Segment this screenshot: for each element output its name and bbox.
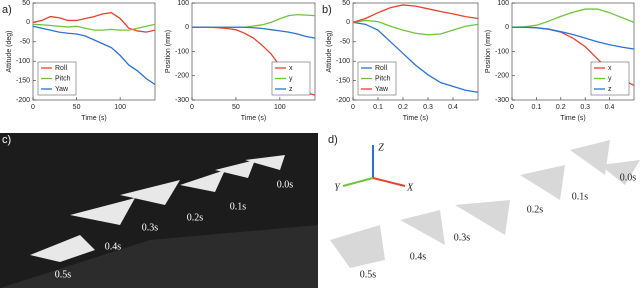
series-line [192,26,316,39]
series-line [511,8,635,28]
legend-label: y [608,75,612,82]
time-label: 0.1s [230,201,247,212]
x-tick-label: 100 [274,104,286,111]
legend-label: Yaw [55,86,69,93]
y-tick-label: -150 [336,77,350,84]
y-axis-label: Position (mm) [165,30,172,73]
y-axis-label: Position (mm) [485,30,492,73]
panel-label: b) [322,4,332,16]
x-axis-label: Time (s) [81,115,106,122]
y-tick-label: -100 [16,58,30,65]
y-tick-label: 0 [185,24,189,31]
legend-label: Roll [375,65,388,72]
x-tick-label: 0.4 [605,104,615,111]
y-tick-label: -50 [340,39,350,46]
series-line [32,12,156,33]
y-tick-label: 50 [342,0,350,7]
y-tick-label: -100 [175,48,189,55]
x-tick-label: 0.1 [532,104,542,111]
series-line [352,4,479,24]
time-label: 0.5s [360,269,377,280]
axis-letter: Z [378,142,384,153]
y-axis-label: Attitude (deg) [6,30,13,72]
plot-frame [32,2,156,101]
legend-label: Pitch [375,75,391,82]
y-axis-label: Attitude (deg) [326,30,333,72]
x-tick-label: 0.3 [423,104,433,111]
x-tick-label: 0.1 [373,104,383,111]
time-label: 0.0s [277,179,294,190]
axis-letter: Y [334,182,341,193]
y-tick-label: -100 [495,48,509,55]
time-label: 0.3s [142,222,159,233]
x-tick-label: 0 [510,104,514,111]
y-tick-label: -200 [16,97,30,104]
series-line [512,26,635,50]
x-axis-label: Time (s) [403,115,428,122]
floor [0,225,318,288]
y-tick-label: -50 [20,39,30,46]
series-line [192,13,316,28]
y-tick-label: -300 [495,97,509,104]
y-tick-label: -100 [336,58,350,65]
x-tick-label: 50 [73,104,81,111]
y-tick-label: 100 [497,0,509,7]
time-label: 0.4s [105,241,122,252]
x-tick-label: 0 [190,104,194,111]
panel-label: d) [328,134,338,146]
x-tick-label: 0 [351,104,355,111]
y-tick-label: -200 [336,97,350,104]
x-tick-label: 0.4 [448,104,458,111]
x-tick-label: 100 [114,104,126,111]
y-tick-label: -200 [495,73,509,80]
time-label: 0.1s [572,191,589,202]
x-tick-label: 0.2 [398,104,408,111]
y-tick-label: -200 [175,73,189,80]
y-tick-label: 0 [505,24,509,31]
y-tick-label: 100 [177,0,189,7]
y-tick-label: 0 [26,19,30,26]
x-axis-label: Time (s) [241,115,266,122]
x-tick-label: 0 [31,104,35,111]
plot-frame [352,2,479,101]
panel-label: c) [2,134,11,146]
series-line [352,21,479,93]
legend-label: z [289,86,293,93]
time-label: 0.2s [527,204,544,215]
legend-label: x [608,65,612,72]
time-label: 0.0s [620,172,637,183]
legend-label: Pitch [55,75,71,82]
legend-label: x [289,65,293,72]
panel-label: a) [2,4,12,16]
legend-label: z [608,86,612,93]
time-label: 0.5s [55,269,72,280]
time-label: 0.2s [187,212,204,223]
x-tick-label: 50 [232,104,240,111]
x-axis-label: Time (s) [560,115,585,122]
y-tick-label: -300 [175,97,189,104]
series-line [352,19,479,36]
legend-label: Roll [55,65,68,72]
time-label: 0.4s [410,251,427,262]
axis-letter: X [406,182,414,193]
y-tick-label: 0 [346,19,350,26]
x-tick-label: 0.3 [580,104,590,111]
time-label: 0.3s [454,232,471,243]
frame-axes [342,145,406,187]
glider-frames [30,155,285,262]
legend-label: y [289,75,293,82]
y-tick-label: -150 [16,77,30,84]
series-line [32,23,156,31]
x-tick-label: 0.2 [556,104,566,111]
legend-label: Yaw [375,86,389,93]
series-line [32,25,156,86]
glider-frames-d [330,140,640,268]
y-tick-label: 50 [22,0,30,7]
